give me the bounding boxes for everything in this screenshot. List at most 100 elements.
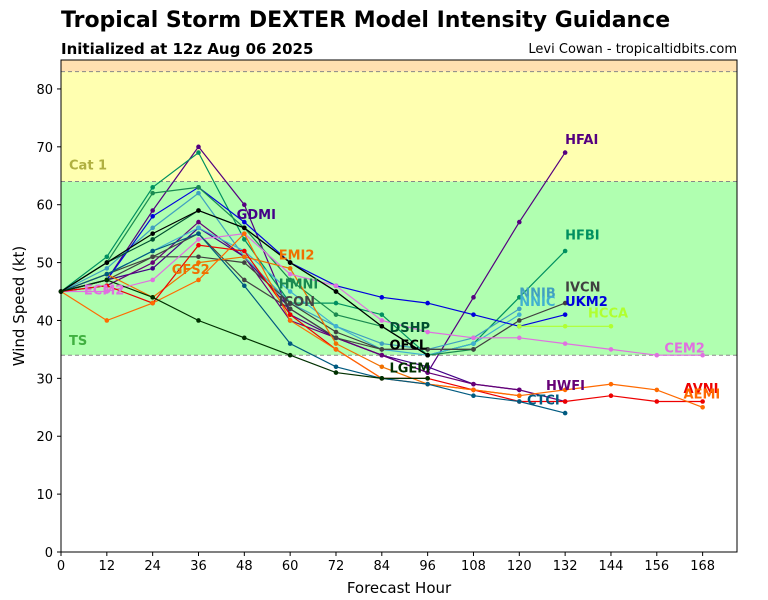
point-hfai	[562, 150, 568, 155]
point-aemi	[242, 231, 247, 236]
y-tick-label: 10	[36, 488, 53, 503]
point-hwfi	[196, 219, 201, 225]
point-ivcn	[196, 254, 201, 260]
point-ctci	[196, 231, 201, 236]
point-avni	[654, 399, 660, 404]
model-series	[58, 144, 705, 416]
chart-title: Tropical Storm DEXTER Model Intensity Gu…	[61, 8, 671, 33]
point-emi2	[379, 364, 385, 370]
point-nnic	[287, 289, 293, 294]
series-label-hcca: HCCA	[588, 307, 628, 322]
point-nnic	[517, 312, 522, 317]
series-label-avni: AVNI	[684, 382, 719, 397]
point-hfbi	[333, 300, 339, 306]
series-label-hmni: HMNI	[279, 278, 319, 293]
point-hwfi	[517, 387, 522, 393]
series-line-ukm2	[60, 186, 566, 327]
point-nnib	[517, 306, 522, 312]
x-tick-label: 108	[461, 559, 486, 574]
point-cem2	[333, 283, 339, 289]
x-tick-label: 12	[99, 559, 116, 574]
point-ukm2	[562, 312, 568, 317]
y-tick-label: 80	[36, 83, 53, 98]
axes: 0 12 24 36 48 60 72 84 96 108 120 132 144 156 168 0 10 20…	[36, 83, 715, 574]
band-0	[61, 60, 737, 72]
x-tick-label: 156	[644, 559, 669, 574]
series-label-nnib: NNIB	[519, 286, 556, 301]
intensity-bands: Cat 1 TS	[61, 60, 737, 356]
x-tick-label: 0	[57, 559, 65, 574]
y-tick-label: 60	[36, 199, 53, 214]
chart-credit: Levi Cowan - tropicaltidbits.com	[528, 42, 737, 57]
point-ctci	[562, 410, 568, 416]
point-cem2	[196, 237, 201, 242]
y-tick-label: 70	[36, 141, 53, 156]
plot-frame	[60, 59, 738, 553]
point-ivcn	[517, 318, 522, 323]
point-ctci	[104, 271, 110, 277]
y-tick-label: 30	[36, 372, 53, 387]
x-tick-label: 132	[553, 559, 578, 574]
point-nnib	[196, 190, 201, 196]
point-lgem	[104, 277, 110, 283]
point-dshp	[150, 237, 155, 242]
point-icon	[333, 335, 339, 341]
point-hmni	[287, 277, 293, 283]
point-icon	[150, 254, 155, 260]
point-lgem	[196, 318, 201, 323]
point-icon	[287, 306, 293, 312]
point-nnib	[150, 225, 155, 231]
point-ofcl	[150, 231, 155, 236]
point-cem2	[471, 335, 476, 341]
point-aemi	[608, 381, 614, 387]
point-avni	[562, 399, 568, 404]
chart-subtitle: Initialized at 12z Aug 06 2025	[61, 40, 314, 58]
point-hmni	[333, 312, 339, 317]
point-emi2	[287, 266, 293, 271]
point-hfai	[517, 219, 522, 225]
point-ukm2	[242, 219, 247, 225]
point-cem2	[654, 352, 660, 358]
point-avni	[700, 399, 705, 404]
point-hfbi	[242, 237, 247, 242]
point-emi2	[333, 341, 339, 346]
point-ctci	[517, 399, 522, 404]
point-ivcn	[242, 260, 247, 265]
series-line-icon	[60, 232, 474, 350]
point-ukm2	[150, 213, 155, 219]
point-aemi	[287, 318, 293, 323]
series-label-hwfi: HWFI	[546, 379, 585, 394]
point-nnic	[196, 225, 201, 231]
point-hmni	[196, 185, 201, 190]
point-nnic	[471, 341, 476, 346]
point-avni	[287, 312, 293, 317]
point-cem2	[287, 271, 293, 277]
y-tick-label: 0	[45, 546, 53, 561]
y-tick-label: 20	[36, 430, 53, 445]
point-hfai	[150, 208, 155, 213]
point-icon	[425, 347, 430, 352]
point-avni	[608, 393, 614, 399]
point-ofcl	[242, 225, 247, 231]
point-ctci	[471, 393, 476, 399]
series-line-ctci	[60, 232, 566, 414]
point-cem2	[104, 289, 110, 294]
point-cem2	[517, 335, 522, 341]
point-lgem	[425, 376, 430, 381]
point-aemi	[150, 300, 155, 306]
point-aemi	[654, 387, 660, 393]
point-nnic	[333, 323, 339, 329]
series-label-icon: ICON	[279, 295, 315, 310]
point-ctci	[242, 283, 247, 289]
point-aemi	[471, 387, 476, 393]
series-label-gdmi: GDMI	[237, 208, 276, 223]
series-label-hfbi: HFBI	[565, 228, 600, 243]
point-icon	[242, 277, 247, 283]
series-line-hfai	[60, 145, 566, 374]
series-label-lgem: LGEM	[389, 362, 430, 377]
series-label-nnic: NNIC	[519, 295, 555, 310]
point-lgem	[150, 295, 155, 300]
point-cem2	[562, 341, 568, 346]
